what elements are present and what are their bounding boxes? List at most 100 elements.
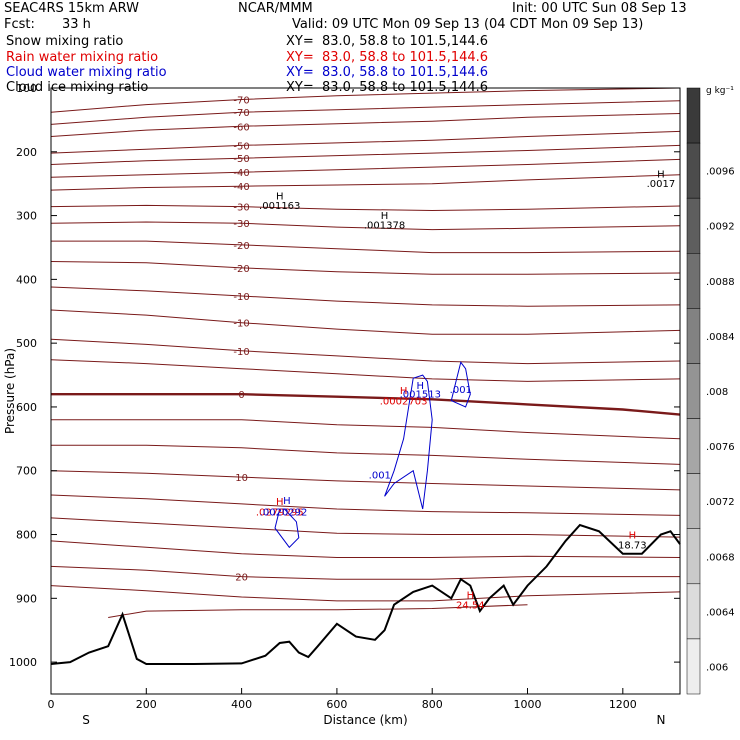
temperature-contour-label-10: -20 (233, 264, 249, 275)
y-tick-label-2: 300 (16, 210, 37, 223)
temperature-contour-2 (51, 113, 680, 137)
temperature-contour-label-11: -10 (233, 292, 249, 303)
temperature-contour-9 (51, 240, 680, 254)
temperature-contour-20 (51, 517, 680, 538)
cloud-water-contour-2 (274, 508, 300, 549)
temperature-contour-3 (51, 130, 680, 154)
fcst-label: Fcst: (4, 17, 35, 32)
annotation-9: .0002703 (380, 396, 428, 407)
temperature-contour-label-15: 0 (238, 390, 244, 401)
temperature-contour-5 (51, 158, 680, 178)
temperature-contour-label-22: 20 (235, 573, 248, 584)
temperature-contour-13 (51, 338, 680, 365)
temperature-contour-0 (51, 88, 680, 113)
endpoint-right: N (657, 713, 666, 727)
temperature-contour-label-7: -30 (233, 203, 249, 214)
fcst-value: 33 h (62, 17, 91, 32)
colorbar-tick-4: .008 (706, 387, 728, 398)
annotation-16: H (467, 590, 475, 601)
temperature-contour-label-5: -40 (233, 168, 249, 179)
annotation-11: .001 (369, 470, 391, 481)
field-xy-rain: XY= 83.0, 58.8 to 101.5,144.6 (286, 50, 489, 65)
init-time: Init: 00 UTC Sun 08 Sep 13 (512, 1, 687, 16)
temperature-contour-23 (51, 585, 680, 602)
temperature-contour-16 (51, 419, 680, 440)
annotation-12: H (283, 496, 291, 507)
y-tick-label-3: 400 (16, 273, 37, 286)
annotation-0: H (276, 192, 284, 203)
temperature-contour-1 (51, 100, 680, 125)
y-tick-label-0: 100 (16, 82, 37, 95)
temperature-contour-label-8: -30 (233, 219, 249, 230)
x-tick-label-1: 200 (136, 698, 157, 711)
field-xy-cloud-water: XY= 83.0, 58.8 to 101.5,144.6 (286, 65, 489, 80)
colorbar-tick-2: .0088 (706, 277, 735, 288)
y-tick-label-1: 200 (16, 146, 37, 159)
field-name-snow: Snow mixing ratio (6, 34, 124, 49)
temperature-contour-14 (51, 359, 680, 382)
temperature-contour-label-2: -60 (233, 122, 249, 133)
x-tick-label-5: 1000 (514, 698, 542, 711)
colorbar-level-10 (686, 638, 701, 695)
y-tick-label-8: 900 (16, 592, 37, 605)
colorbar-tick-6: .0072 (706, 497, 735, 508)
cloud-water-contour-0 (384, 374, 433, 510)
annotation-19: 18.73 (618, 541, 647, 552)
temperature-contour-10 (51, 261, 680, 275)
temperature-contour-17 (51, 444, 680, 465)
colorbar-level-6 (686, 418, 701, 474)
x-tick-label-6: 1200 (609, 698, 637, 711)
colorbar-level-3 (686, 253, 701, 309)
annotation-1: .001163 (259, 201, 300, 212)
annotation-15: .0020292 (260, 507, 308, 518)
field-name-cloud-water: Cloud water mixing ratio (6, 65, 167, 80)
colorbar-level-7 (686, 473, 701, 529)
y-tick-label-5: 600 (16, 401, 37, 414)
y-tick-label-6: 700 (16, 465, 37, 478)
colorbar-level-9 (686, 583, 701, 640)
temperature-contour-19 (51, 494, 680, 516)
y-axis-label: Pressure (hPa) (3, 348, 17, 434)
annotation-13: H (276, 497, 284, 508)
colorbar-level-4 (686, 308, 701, 364)
annotation-7: .001513 (400, 389, 441, 400)
temperature-contour-6 (51, 174, 680, 191)
annotation-2: H (381, 211, 389, 222)
annotation-14: .0279295 (256, 507, 304, 518)
temperature-contour-label-12: -10 (233, 319, 249, 330)
annotation-18: H (629, 530, 637, 541)
center-label: NCAR/MMM (238, 1, 313, 16)
y-tick-label-4: 500 (16, 337, 37, 350)
terrain-line (50, 523, 681, 665)
temperature-contour-11 (51, 286, 680, 307)
colorbar-level-8 (686, 528, 701, 585)
temperature-contour-label-1: -70 (233, 108, 249, 119)
temperature-contour-7 (51, 204, 680, 212)
colorbar-tick-1: .0092 (706, 222, 735, 233)
colorbar-tick-5: .0076 (706, 442, 735, 453)
temperature-contour-label-0: -70 (233, 95, 249, 106)
x-tick-label-3: 600 (326, 698, 347, 711)
model-title: SEAC4RS 15km ARW (4, 1, 140, 16)
temperature-contour-label-3: -50 (233, 141, 249, 152)
temperature-contour-21 (51, 540, 680, 558)
endpoint-left: S (82, 713, 90, 727)
colorbar-tick-7: .0068 (706, 552, 735, 563)
temperature-contour-label-9: -20 (233, 241, 249, 252)
colorbar-tick-9: .006 (706, 662, 728, 673)
colorbar-level-5 (686, 363, 701, 419)
annotation-10: .001 (450, 385, 472, 396)
colorbar-level-1 (686, 142, 701, 199)
temperature-contour-18 (51, 470, 680, 491)
x-axis-label: Distance (km) (323, 713, 407, 727)
temperature-contour-label-18: 10 (235, 473, 248, 484)
colorbar-level-0 (686, 87, 701, 144)
annotation-3: .001378 (364, 220, 405, 231)
x-tick-label-2: 400 (231, 698, 252, 711)
annotation-8: H (400, 386, 408, 397)
colorbar-unit: g kg⁻¹ (706, 86, 734, 96)
temperature-contour-12 (51, 309, 680, 335)
temperature-contour-label-13: -10 (233, 347, 249, 358)
cloud-water-contour-1 (450, 361, 471, 408)
